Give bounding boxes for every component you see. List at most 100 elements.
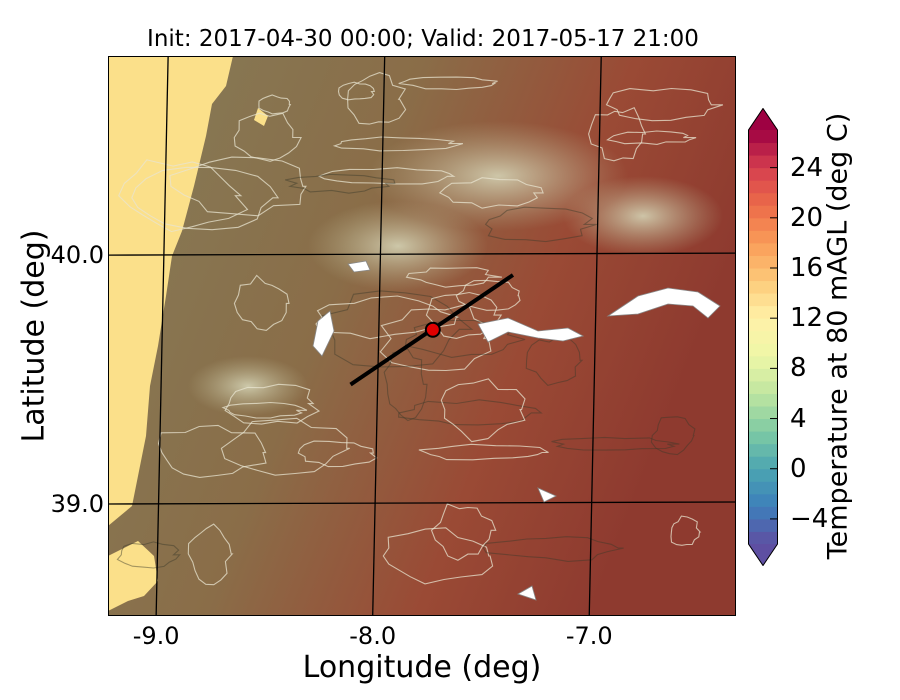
x-tick-label: -7.0 xyxy=(565,622,613,650)
contour-line xyxy=(482,536,624,562)
temperature-contours xyxy=(116,72,724,586)
y-tick-label: 39.0 xyxy=(50,490,104,518)
contour-line xyxy=(430,503,497,561)
parallel-line xyxy=(108,252,736,256)
contour-line xyxy=(224,383,321,425)
colorbar-band xyxy=(748,192,778,206)
ocean-area-south xyxy=(108,541,158,611)
map-plot-area[interactable] xyxy=(108,56,736,616)
colorbar-tick-label: 8 xyxy=(790,353,807,384)
contour-line xyxy=(332,136,464,152)
colorbar-band xyxy=(748,481,778,495)
colorbar-extend-min xyxy=(748,544,778,566)
colorbar-band xyxy=(748,393,778,407)
map-border xyxy=(108,56,736,616)
contour-line xyxy=(383,348,428,422)
colorbar-band xyxy=(748,443,778,457)
colorbar-band xyxy=(748,255,778,269)
contour-line xyxy=(438,177,544,209)
contour-line xyxy=(297,440,378,468)
colorbar-title: Temperature at 80 mAGL (deg C) xyxy=(822,112,854,560)
contour-line xyxy=(588,106,647,162)
x-tick-label: -9.0 xyxy=(132,622,180,650)
highlands-west xyxy=(188,356,308,416)
colorbar-band xyxy=(748,418,778,432)
contour-line xyxy=(398,399,543,426)
contour-line xyxy=(169,156,307,217)
x-axis-title: Longitude (deg) xyxy=(302,650,542,685)
highlands-east xyxy=(563,176,723,256)
colorbar-tick-label: 20 xyxy=(790,202,824,233)
contour-line xyxy=(418,443,549,461)
colorbar-band xyxy=(748,242,778,256)
colorbar-band xyxy=(748,155,778,169)
contour-line xyxy=(425,291,503,339)
contour-line xyxy=(347,72,407,125)
colorbar-tick-label: 16 xyxy=(790,253,824,283)
colorbar-tick-label: 24 xyxy=(790,152,824,183)
contour-line xyxy=(484,206,597,243)
colorbar-band xyxy=(748,330,778,344)
colorbar-band xyxy=(748,518,778,532)
contour-line xyxy=(551,436,680,451)
meridian-line xyxy=(155,56,169,616)
colorbar-band xyxy=(748,493,778,507)
x-tick-label: -8.0 xyxy=(349,622,397,650)
colorbar-band xyxy=(748,268,778,282)
meridian-line xyxy=(372,56,386,616)
contour-line xyxy=(405,267,502,288)
colorbar-band xyxy=(748,167,778,181)
contour-line xyxy=(284,173,396,194)
y-tick-label: 40.0 xyxy=(50,241,104,270)
colorbar-band xyxy=(748,205,778,219)
contour-line xyxy=(131,166,280,231)
map-title: Init: 2017-04-30 00:00; Valid: 2017-05-1… xyxy=(147,26,699,52)
highlands-main xyxy=(368,121,628,231)
contour-line xyxy=(315,295,459,340)
colorbar-band xyxy=(748,280,778,294)
temperature-map[interactable] xyxy=(108,56,736,616)
contour-line xyxy=(525,336,584,387)
contour-line xyxy=(650,416,696,456)
colorbar-tick-label: 0 xyxy=(790,453,807,484)
contour-line xyxy=(455,279,521,311)
lat-lon-grid xyxy=(108,56,736,616)
contour-line xyxy=(605,87,724,122)
colorbar-tick-label: 4 xyxy=(790,403,807,434)
colorbar-extend-max xyxy=(748,108,778,130)
reservoirs xyxy=(312,260,721,601)
colorbar-band xyxy=(748,318,778,332)
colorbar-band xyxy=(748,456,778,470)
colorbar-band xyxy=(748,468,778,482)
colorbar-band xyxy=(748,217,778,231)
contour-line xyxy=(118,159,249,233)
colorbar-band xyxy=(748,230,778,244)
contour-line xyxy=(670,515,702,546)
colorbar-band xyxy=(748,355,778,369)
parallel-line xyxy=(108,501,736,505)
colorbar-tick-label: −4 xyxy=(790,503,829,534)
contour-line xyxy=(379,303,492,372)
contour-line xyxy=(337,81,376,101)
ocean-area xyxy=(108,56,233,526)
colorbar-band xyxy=(748,180,778,194)
colorbar-band xyxy=(748,293,778,307)
colorbar-tick-label: 12 xyxy=(790,303,824,334)
contour-line xyxy=(233,112,302,162)
colorbar-band xyxy=(748,431,778,445)
contour-line xyxy=(317,167,456,185)
colorbar-band xyxy=(748,380,778,394)
location-marker[interactable] xyxy=(424,321,441,338)
colorbar-band xyxy=(748,368,778,382)
contour-line xyxy=(606,130,697,145)
contour-line xyxy=(233,274,290,331)
contour-line xyxy=(187,523,234,586)
colorbar-band xyxy=(748,130,778,144)
colorbar-band xyxy=(748,142,778,156)
colorbar-outline xyxy=(748,107,778,567)
colorbar-band xyxy=(748,531,778,545)
coast-inlet xyxy=(254,108,268,126)
colorbar-band xyxy=(748,305,778,319)
contour-line xyxy=(398,76,498,91)
highlands-central xyxy=(308,201,488,291)
